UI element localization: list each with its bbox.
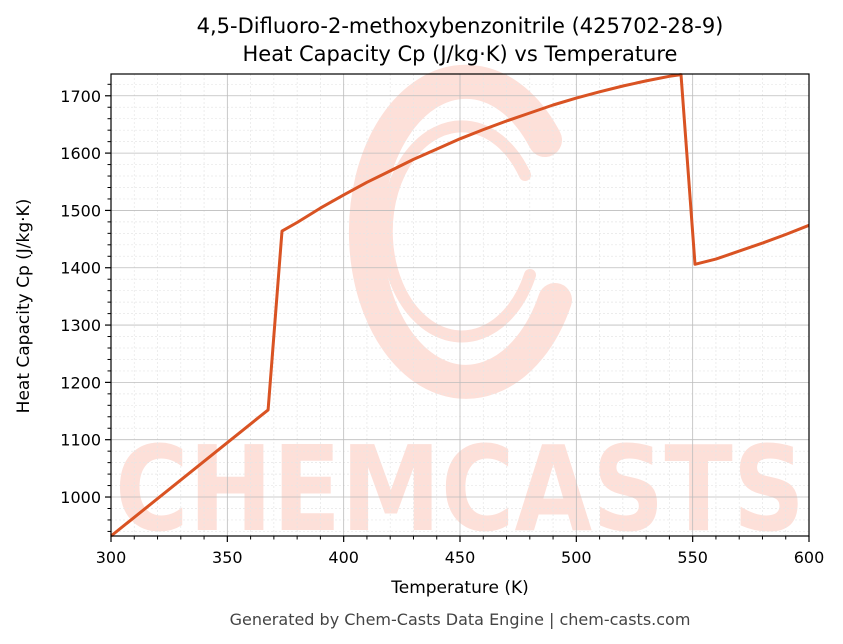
y-axis-label: Heat Capacity Cp (J/kg·K) [14, 199, 34, 414]
y-tick-label: 1400 [60, 259, 101, 278]
x-tick-label: 500 [561, 548, 592, 567]
footer-credit: Generated by Chem-Casts Data Engine | ch… [230, 610, 691, 629]
x-tick-label: 350 [212, 548, 243, 567]
y-tick-label: 1200 [60, 373, 101, 392]
chart-title: 4,5-Difluoro-2-methoxybenzonitrile (4257… [197, 14, 724, 38]
y-tick-label: 1300 [60, 316, 101, 335]
x-tick-label: 450 [445, 548, 476, 567]
chart-subtitle: Heat Capacity Cp (J/kg·K) vs Temperature [243, 42, 678, 66]
series-layer [110, 73, 810, 538]
x-tick-label: 550 [677, 548, 708, 567]
axis-ticks: 300 350 400 450 500 550 600 1000 1100 1200 1300 140… [60, 83, 825, 567]
y-tick-label: 1100 [60, 431, 101, 450]
series-line [110, 73, 810, 538]
x-axis-label: Temperature (K) [390, 578, 529, 598]
y-tick-label: 1700 [60, 87, 101, 106]
x-tick-label: 300 [96, 548, 127, 567]
y-tick-label: 1000 [60, 488, 101, 507]
x-tick-label: 400 [328, 548, 359, 567]
watermark-swoosh-inner [380, 120, 536, 343]
x-tick-label: 600 [794, 548, 825, 567]
watermark-swoosh-outer [348, 64, 572, 399]
y-tick-label: 1500 [60, 201, 101, 220]
y-tick-label: 1600 [60, 144, 101, 163]
